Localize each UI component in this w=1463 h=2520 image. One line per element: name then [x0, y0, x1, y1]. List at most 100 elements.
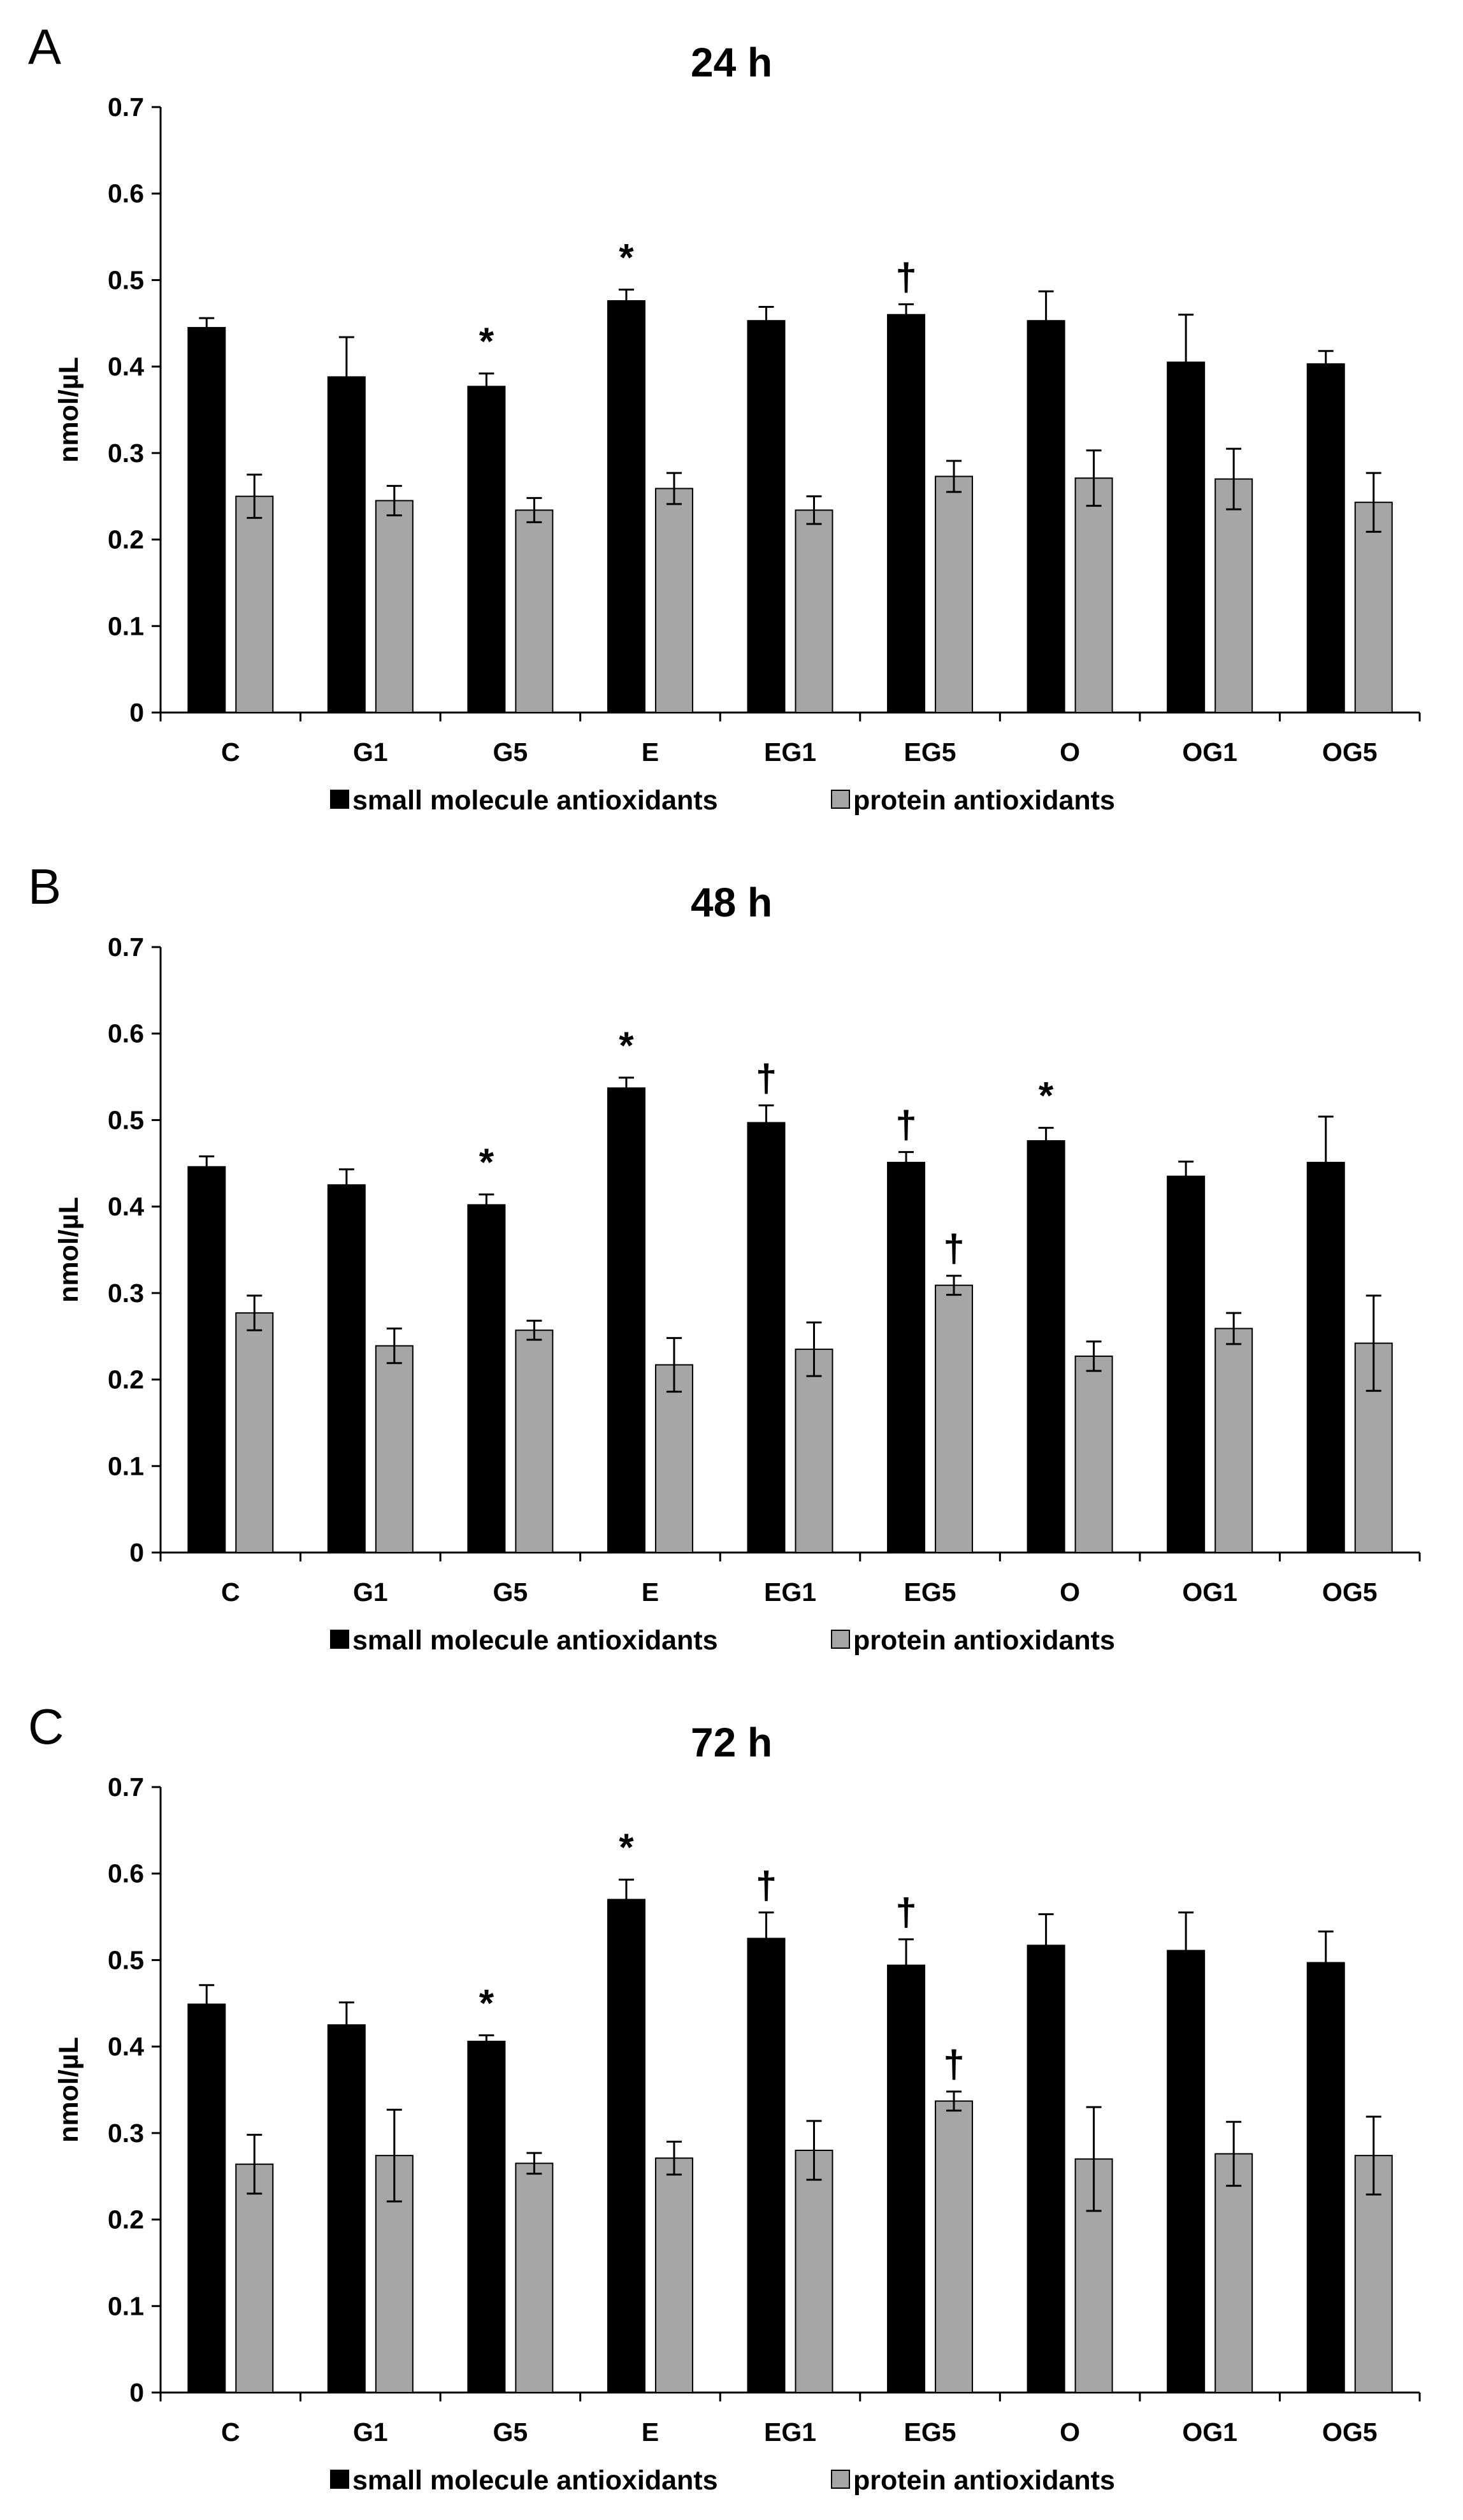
dagger-marker: † — [943, 2043, 964, 2086]
y-tick-label: 0.7 — [108, 932, 144, 962]
legend-swatch — [330, 790, 349, 809]
bar — [1306, 363, 1345, 713]
y-tick-label: 0.2 — [108, 1365, 144, 1394]
bar — [887, 1161, 926, 1553]
y-tick-label: 0.7 — [108, 1772, 144, 1802]
bar — [747, 1937, 786, 2393]
bar — [1306, 1161, 1345, 1553]
legend-label: small molecule antioxidants — [352, 1625, 718, 1656]
bar — [1074, 1355, 1113, 1554]
chart-title: 48 h — [691, 880, 772, 925]
bar — [187, 327, 226, 713]
bar — [654, 1364, 693, 1553]
bar — [795, 2150, 833, 2393]
asterisk-marker: * — [479, 1982, 494, 2025]
bar — [935, 475, 974, 713]
bar — [607, 1899, 645, 2393]
bar — [515, 1329, 554, 1553]
dagger-marker: † — [943, 1227, 964, 1270]
x-tick-label: OG5 — [1322, 737, 1378, 767]
bar — [515, 509, 554, 714]
bar — [1214, 1328, 1253, 1553]
x-tick-label: G5 — [493, 2417, 528, 2447]
bar — [607, 1087, 645, 1553]
y-tick-label: 0.5 — [108, 1105, 144, 1134]
x-tick-label: E — [642, 737, 659, 767]
bar — [327, 1184, 366, 1553]
bar — [235, 495, 274, 713]
chart-svg: A 24 h nmol/µL 0 0.1 0.2 0.3 0.4 0.5 0.6 0.7 C G1 G5 *… — [28, 18, 1421, 816]
y-tick-label: 0 — [129, 1538, 144, 1567]
legend-swatch — [330, 2470, 349, 2489]
bar — [887, 314, 926, 713]
bar — [887, 1964, 926, 2394]
bar — [467, 2041, 506, 2393]
bar — [1167, 1950, 1206, 2393]
y-tick-label: 0.2 — [108, 2205, 144, 2234]
y-tick-label: 0.3 — [108, 438, 144, 468]
legend-label: small molecule antioxidants — [352, 785, 718, 816]
y-tick-label: 0 — [129, 698, 144, 727]
y-axis-label: nmol/µL — [54, 1197, 84, 1303]
dagger-marker: † — [895, 256, 916, 298]
x-tick-label: E — [642, 1577, 659, 1607]
bar — [607, 300, 645, 713]
y-tick-label: 0.6 — [108, 1019, 144, 1048]
x-tick-label: O — [1060, 2417, 1080, 2447]
legend-swatch — [831, 790, 850, 809]
y-tick-label: 0.2 — [108, 525, 144, 554]
chart-panel-c: C 72 h nmol/µL 0 0.1 0.2 0.3 0.4 0.5 0.6 0.7 C G1 G5 *… — [0, 1680, 1463, 2520]
asterisk-marker: * — [479, 320, 494, 363]
bar — [1027, 1944, 1065, 2394]
x-tick-label: G1 — [353, 737, 388, 767]
bar — [1167, 1175, 1206, 1553]
bar — [515, 2162, 554, 2393]
x-tick-label: OG1 — [1182, 737, 1237, 767]
bar — [935, 1284, 974, 1554]
bar — [795, 509, 833, 714]
bar — [187, 2003, 226, 2393]
chart-title: 72 h — [691, 1720, 772, 1765]
y-tick-label: 0.5 — [108, 265, 144, 294]
asterisk-marker: * — [619, 236, 634, 279]
y-axis-label: nmol/µL — [54, 357, 84, 463]
asterisk-marker: * — [1039, 1075, 1054, 1117]
y-tick-label: 0.4 — [108, 1192, 144, 1221]
bar — [375, 500, 414, 713]
y-tick-label: 0.6 — [108, 1859, 144, 1888]
x-tick-label: OG1 — [1182, 1577, 1237, 1607]
legend-label: small molecule antioxidants — [352, 2465, 718, 2496]
chart-svg: C 72 h nmol/µL 0 0.1 0.2 0.3 0.4 0.5 0.6 0.7 C G1 G5 *… — [28, 1698, 1421, 2496]
x-tick-label: EG5 — [904, 737, 956, 767]
bar — [1214, 478, 1253, 713]
asterisk-marker: * — [619, 1024, 634, 1067]
bar — [1027, 320, 1065, 713]
y-tick-label: 0.1 — [108, 2291, 144, 2321]
bar — [1354, 502, 1393, 713]
legend-label: protein antioxidants — [853, 2465, 1115, 2496]
y-tick-label: 0.3 — [108, 2118, 144, 2148]
x-tick-label: OG1 — [1182, 2417, 1237, 2447]
bar — [235, 2163, 274, 2393]
bar — [375, 1345, 414, 1554]
x-tick-label: E — [642, 2417, 659, 2447]
bar — [1306, 1962, 1345, 2393]
y-tick-label: 0.1 — [108, 611, 144, 641]
dagger-marker: † — [895, 1891, 916, 1934]
bar — [1074, 477, 1113, 713]
legend-swatch — [330, 1630, 349, 1649]
bar — [935, 2100, 974, 2394]
x-tick-label: EG5 — [904, 1577, 956, 1607]
legend-swatch — [831, 1630, 850, 1649]
dagger-marker: † — [756, 1864, 777, 1907]
bar — [327, 376, 366, 713]
bar — [1027, 1140, 1065, 1553]
x-tick-label: OG5 — [1322, 2417, 1378, 2447]
legend-label: protein antioxidants — [853, 785, 1115, 816]
x-tick-label: G1 — [353, 1577, 388, 1607]
x-tick-label: O — [1060, 1577, 1080, 1607]
y-axis-label: nmol/µL — [54, 2037, 84, 2143]
legend-swatch — [831, 2470, 850, 2489]
x-tick-label: C — [221, 737, 240, 767]
